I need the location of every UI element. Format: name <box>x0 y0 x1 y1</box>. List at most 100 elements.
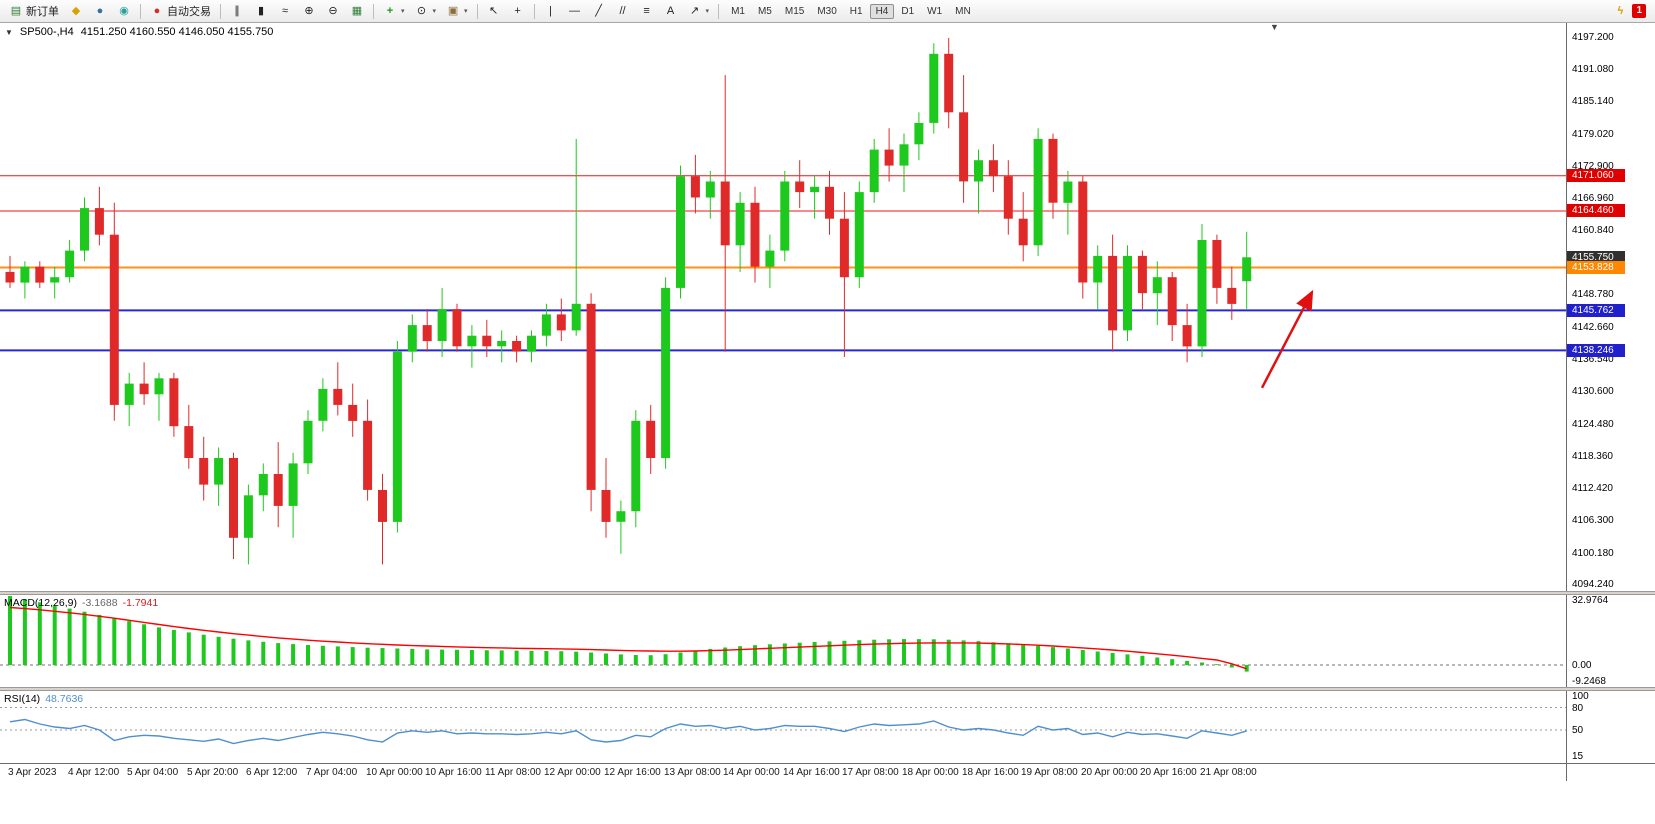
rsi-line <box>9 718 1247 745</box>
price-tick: 4130.600 <box>1572 386 1614 397</box>
fibonacci-tool-button[interactable]: ≡ <box>635 2 659 21</box>
macd-canvas[interactable] <box>0 595 1566 687</box>
candle <box>1108 234 1118 352</box>
price-tick: 4094.240 <box>1572 579 1614 590</box>
rsi-axis-tick: 50 <box>1572 725 1584 736</box>
candle <box>512 335 522 363</box>
timeframe-M1[interactable]: M1 <box>731 5 745 17</box>
candle <box>750 186 760 283</box>
candlestick-chart-canvas[interactable] <box>0 23 1566 591</box>
period-button[interactable]: ⊙ ▾ <box>410 2 442 21</box>
trendline-tool-button[interactable]: ╱ <box>587 2 611 21</box>
accounts-button[interactable]: ◆ <box>64 2 88 21</box>
candle <box>5 255 15 288</box>
level-badge-4153: 4153.828 <box>1567 261 1625 274</box>
candle <box>616 500 626 554</box>
vertical-line-tool-button[interactable]: | <box>539 2 563 21</box>
candle <box>541 303 551 347</box>
new-order-button[interactable]: ▤ 新订单 <box>4 1 64 21</box>
candle <box>1212 234 1222 304</box>
candle <box>422 309 432 352</box>
rsi-value: 48.7636 <box>45 693 84 705</box>
arrows-tool-button[interactable]: ↗ ▾ <box>683 2 715 21</box>
candle <box>199 436 209 501</box>
horizontal-line-tool-button[interactable]: — <box>563 2 587 21</box>
time-axis[interactable]: 3 Apr 2023 4 Apr 12:00 5 Apr 04:00 5 Apr 20… <box>0 763 1567 781</box>
macd-axis-tick: 0.00 <box>1572 660 1592 671</box>
chart-shift-marker[interactable]: ▼ <box>1270 23 1279 32</box>
notifications-button[interactable]: ϟ 1 <box>1608 2 1651 21</box>
zoom-out-button[interactable]: ⊖ <box>321 2 345 21</box>
candle <box>720 75 730 352</box>
crosshair-tool-button[interactable]: + <box>506 2 530 21</box>
level-badge-4145: 4145.762 <box>1567 304 1625 317</box>
price-tick: 4191.080 <box>1572 64 1614 75</box>
macd-signal-value: -1.7941 <box>122 597 159 609</box>
candle <box>705 170 715 219</box>
timeframe-M30[interactable]: M30 <box>817 5 837 17</box>
candle <box>601 458 611 538</box>
zoom-in-icon: ⊕ <box>304 4 314 17</box>
timeframe-M5[interactable]: M5 <box>757 5 772 17</box>
time-label: 14 Apr 00:00 <box>723 767 780 778</box>
candle <box>1093 245 1103 310</box>
auto-trading-button[interactable]: ● 自动交易 <box>145 1 216 21</box>
time-label: 6 Apr 12:00 <box>246 767 298 778</box>
candle <box>258 463 268 512</box>
cursor-tool-button[interactable]: ↖ <box>482 2 506 21</box>
price-tick: 4124.480 <box>1572 419 1614 430</box>
candle <box>735 192 745 272</box>
timeframe-H1[interactable]: H1 <box>849 5 863 17</box>
time-label: 5 Apr 04:00 <box>127 767 179 778</box>
candle-chart-button[interactable]: ▮ <box>249 2 273 21</box>
zoom-in-button[interactable]: ⊕ <box>297 2 321 21</box>
rsi-canvas[interactable] <box>0 691 1566 763</box>
price-axis[interactable]: 4197.200 4191.080 4185.140 4179.020 4172.900… <box>1567 23 1655 591</box>
current-price-badge: 4155.750 <box>1567 251 1625 264</box>
timeframe-H4[interactable]: H4 <box>869 3 895 19</box>
main-chart-panel[interactable]: ▼ SP500-,H4 4151.250 4160.550 4146.050 4… <box>0 23 1567 591</box>
time-label: 3 Apr 2023 <box>8 767 57 778</box>
candle <box>974 149 983 214</box>
macd-panel[interactable]: MACD(12,26,9) -3.1688 -1.7941 <box>0 595 1567 687</box>
time-label: 20 Apr 00:00 <box>1081 767 1138 778</box>
panel-splitter-rsi[interactable] <box>0 687 1655 691</box>
indicators-button[interactable]: + ▾ <box>378 2 410 21</box>
rsi-panel[interactable]: RSI(14) 48.7636 <box>0 691 1567 763</box>
grid-icon: ▦ <box>351 4 363 17</box>
channel-tool-button[interactable]: // <box>611 2 635 21</box>
toolbar: ▤ 新订单 ◆ ● ◉ ● 自动交易 ∥ ▮ ≈ ⊕ ⊖ ▦ + ▾ ⊙ ▾ ▣… <box>0 0 1655 23</box>
macd-axis-tick: -9.2468 <box>1572 676 1606 687</box>
candle <box>631 410 641 528</box>
level-badge-4164: 4164.460 <box>1567 204 1625 217</box>
candle <box>50 266 60 299</box>
candle <box>288 452 298 538</box>
candle <box>392 341 402 533</box>
auto-trading-label: 自动交易 <box>167 6 211 18</box>
community-button[interactable]: ◉ <box>112 2 136 21</box>
toolbar-separator <box>220 3 221 19</box>
candle <box>139 362 149 405</box>
timeframe-D1[interactable]: D1 <box>901 5 915 17</box>
candle <box>1242 231 1252 309</box>
arrow-annotation[interactable] <box>1260 289 1314 389</box>
timeframe-MN[interactable]: MN <box>955 5 971 17</box>
text-tool-button[interactable]: A <box>659 2 683 21</box>
timeframe-M15[interactable]: M15 <box>784 5 805 17</box>
time-label: 14 Apr 16:00 <box>783 767 840 778</box>
line-chart-button[interactable]: ≈ <box>273 2 297 21</box>
macd-axis[interactable]: 32.9764 0.00 -9.2468 <box>1567 595 1655 687</box>
panel-splitter-macd[interactable] <box>0 591 1655 595</box>
symbol-dropdown-icon[interactable]: ▼ <box>5 27 13 37</box>
price-tick: 4185.140 <box>1572 96 1614 107</box>
bar-chart-button[interactable]: ∥ <box>225 2 249 21</box>
timeframe-W1[interactable]: W1 <box>927 5 943 17</box>
templates-button[interactable]: ▣ ▾ <box>441 2 473 21</box>
candle <box>914 112 924 161</box>
price-tick: 4142.660 <box>1572 322 1614 333</box>
rsi-axis-tick: 100 <box>1572 691 1589 702</box>
grid-button[interactable]: ▦ <box>345 2 369 21</box>
price-tick: 4172.900 <box>1572 161 1614 172</box>
profile-button[interactable]: ● <box>88 2 112 21</box>
rsi-axis[interactable]: 100 80 50 15 <box>1567 691 1655 763</box>
